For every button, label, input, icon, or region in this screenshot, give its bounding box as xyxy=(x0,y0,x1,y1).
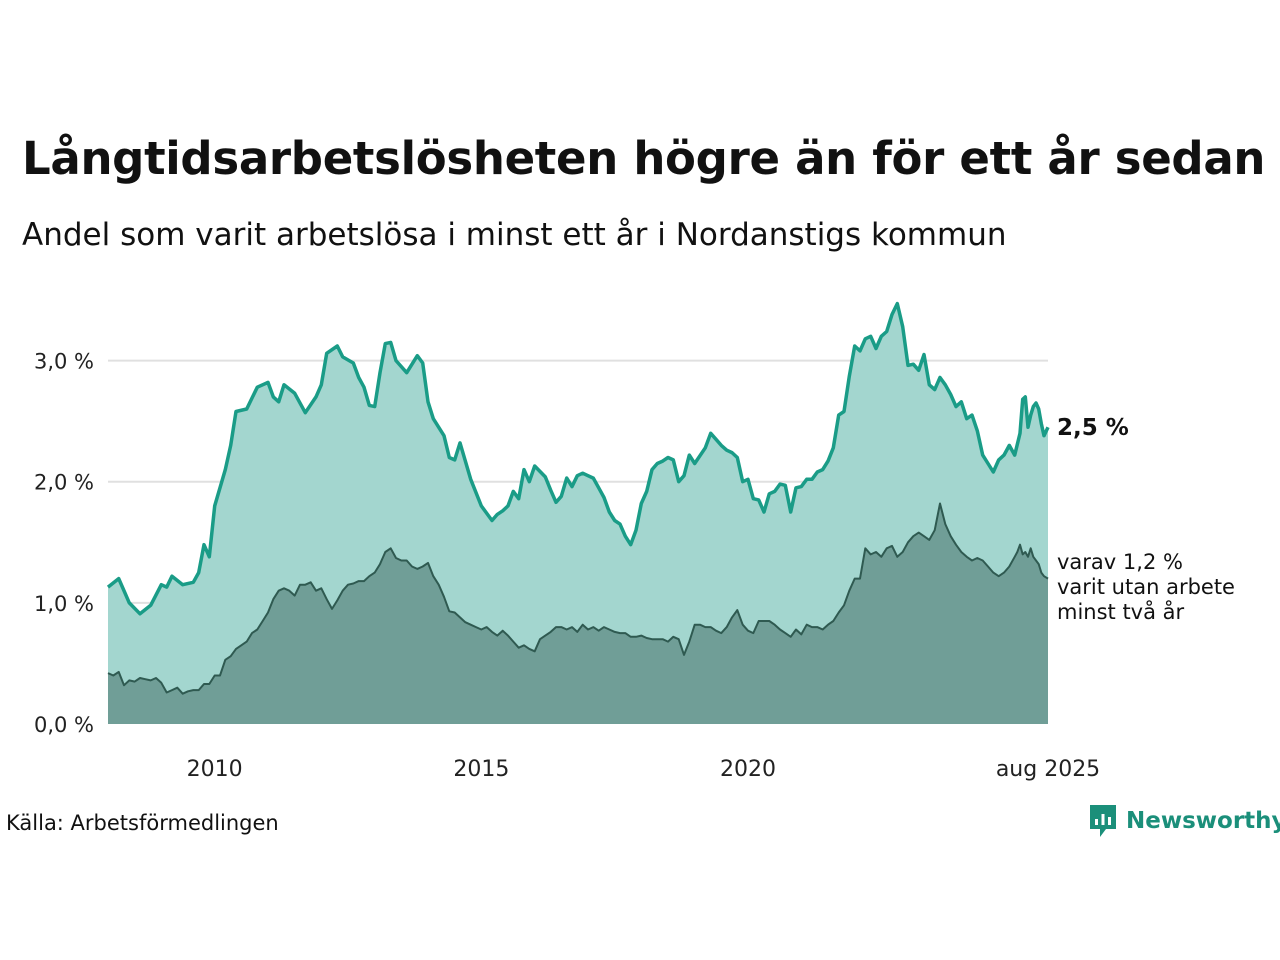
source-label: Källa: Arbetsförmedlingen xyxy=(6,811,279,835)
y-tick-label-1: 1,0 % xyxy=(34,592,94,616)
chart-subtitle: Andel som varit arbetslösa i minst ett å… xyxy=(22,217,1007,253)
y-tick-label-2: 2,0 % xyxy=(34,471,94,495)
x-tick-label-1: 2015 xyxy=(453,757,509,782)
chart-title: Långtidsarbetslösheten högre än för ett … xyxy=(22,132,1266,185)
brand-logo: Newsworthy xyxy=(1088,803,1280,839)
chart-areas xyxy=(106,301,1050,724)
end-label-sub-line-0: varav 1,2 % xyxy=(1057,550,1183,574)
y-axis: 0,0 % 1,0 % 2,0 % 3,0 % xyxy=(34,350,94,737)
y-tick-label-0: 0,0 % xyxy=(34,713,94,737)
two-year-area xyxy=(108,503,1048,724)
y-tick-label-3: 3,0 % xyxy=(34,350,94,374)
end-label-main: 2,5 % xyxy=(1057,415,1129,441)
end-label-sub-line-1: varit utan arbete xyxy=(1057,575,1235,599)
x-axis: 2010 2015 2020 aug 2025 xyxy=(187,757,1101,782)
x-tick-label-2: 2020 xyxy=(720,757,776,782)
end-label-sub: varav 1,2 % varit utan arbete minst två år xyxy=(1057,550,1235,624)
brand-name: Newsworthy xyxy=(1126,808,1280,834)
end-label-sub-line-2: minst två år xyxy=(1057,599,1185,624)
newsworthy-logo-icon xyxy=(1090,805,1116,837)
x-tick-label-3: aug 2025 xyxy=(996,757,1100,782)
two-year-line xyxy=(107,502,1049,695)
end-labels: 2,5 % varav 1,2 % varit utan arbete minst t… xyxy=(1057,415,1235,624)
long-term-line xyxy=(106,301,1050,616)
x-tick-label-0: 2010 xyxy=(187,757,243,782)
